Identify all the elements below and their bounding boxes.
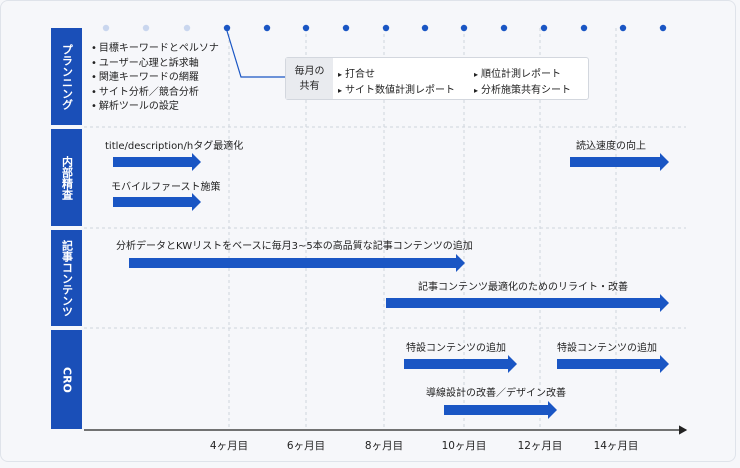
planning-item: ユーザー心理と訴求軸 [91,57,219,72]
planning-item: 目標キーワードとペルソナ [91,42,219,57]
section-label-internal: 内部精査 [60,155,74,200]
bar-rewrite [386,294,669,312]
bar-special-1 [404,355,517,373]
share-item-analysis-sheet: 分析施策共有シート [474,81,571,96]
timeline-dots [102,24,667,32]
section-band-planning [51,28,82,125]
monthly-share-heading: 毎月の 共有 [286,58,333,99]
share-item-site-report: サイト数値計測レポート [338,81,455,96]
label-article-add: 分析データとKWリストをベースに毎月3~5本の高品質な記事コンテンツの追加 [116,241,473,252]
label-rewrite: 記事コンテンツ最適化のためのリライト・改善 [418,282,628,293]
tick-4: 4ヶ月目 [209,440,249,452]
tick-12: 12ヶ月目 [517,440,563,452]
label-special-2: 特設コンテンツの追加 [557,343,657,354]
tick-14: 14ヶ月目 [593,440,639,452]
tick-8: 8ヶ月目 [364,440,404,452]
share-item-rank-report: 順位計測レポート [474,65,561,80]
label-special-1: 特設コンテンツの追加 [406,343,506,354]
heading-line-1: 毎月の [294,65,325,77]
bar-mobile-first [113,193,201,211]
label-title-tag: title/description/hタグ最適化 [105,141,244,152]
section-band-article [51,230,82,326]
planning-item: 解析ツールの設定 [91,100,219,115]
planning-list: 目標キーワードとペルソナ ユーザー心理と訴求軸 関連キーワードの網羅 サイト分析… [91,42,219,115]
tick-10: 10ヶ月目 [441,440,487,452]
section-label-planning: プランニング [60,43,74,110]
label-mobile-first: モバイルファースト施策 [111,182,221,193]
bar-flow [444,401,557,419]
share-item-meeting: 打合せ [338,65,375,80]
section-band-internal [51,129,82,226]
section-band-cro [51,330,82,429]
bar-article-add [129,254,465,272]
section-label-article: 記事コンテンツ [60,239,74,317]
monthly-share-box: 毎月の 共有 打合せ サイト数値計測レポート 順位計測レポート 分析施策共有シー… [285,57,589,100]
bar-special-2 [557,355,669,373]
bar-title-tag [113,153,201,171]
planning-item: サイト分析／競合分析 [91,86,219,101]
connector-line [226,30,285,78]
tick-6: 6ヶ月目 [286,440,326,452]
bar-read-speed [570,153,669,171]
planning-item: 関連キーワードの網羅 [91,71,219,86]
label-flow: 導線設計の改善／デザイン改善 [426,388,566,399]
heading-line-2: 共有 [299,80,320,92]
label-read-speed: 読込速度の向上 [576,141,646,152]
row-separators [84,126,686,329]
section-label-cro: CRO [60,366,74,393]
